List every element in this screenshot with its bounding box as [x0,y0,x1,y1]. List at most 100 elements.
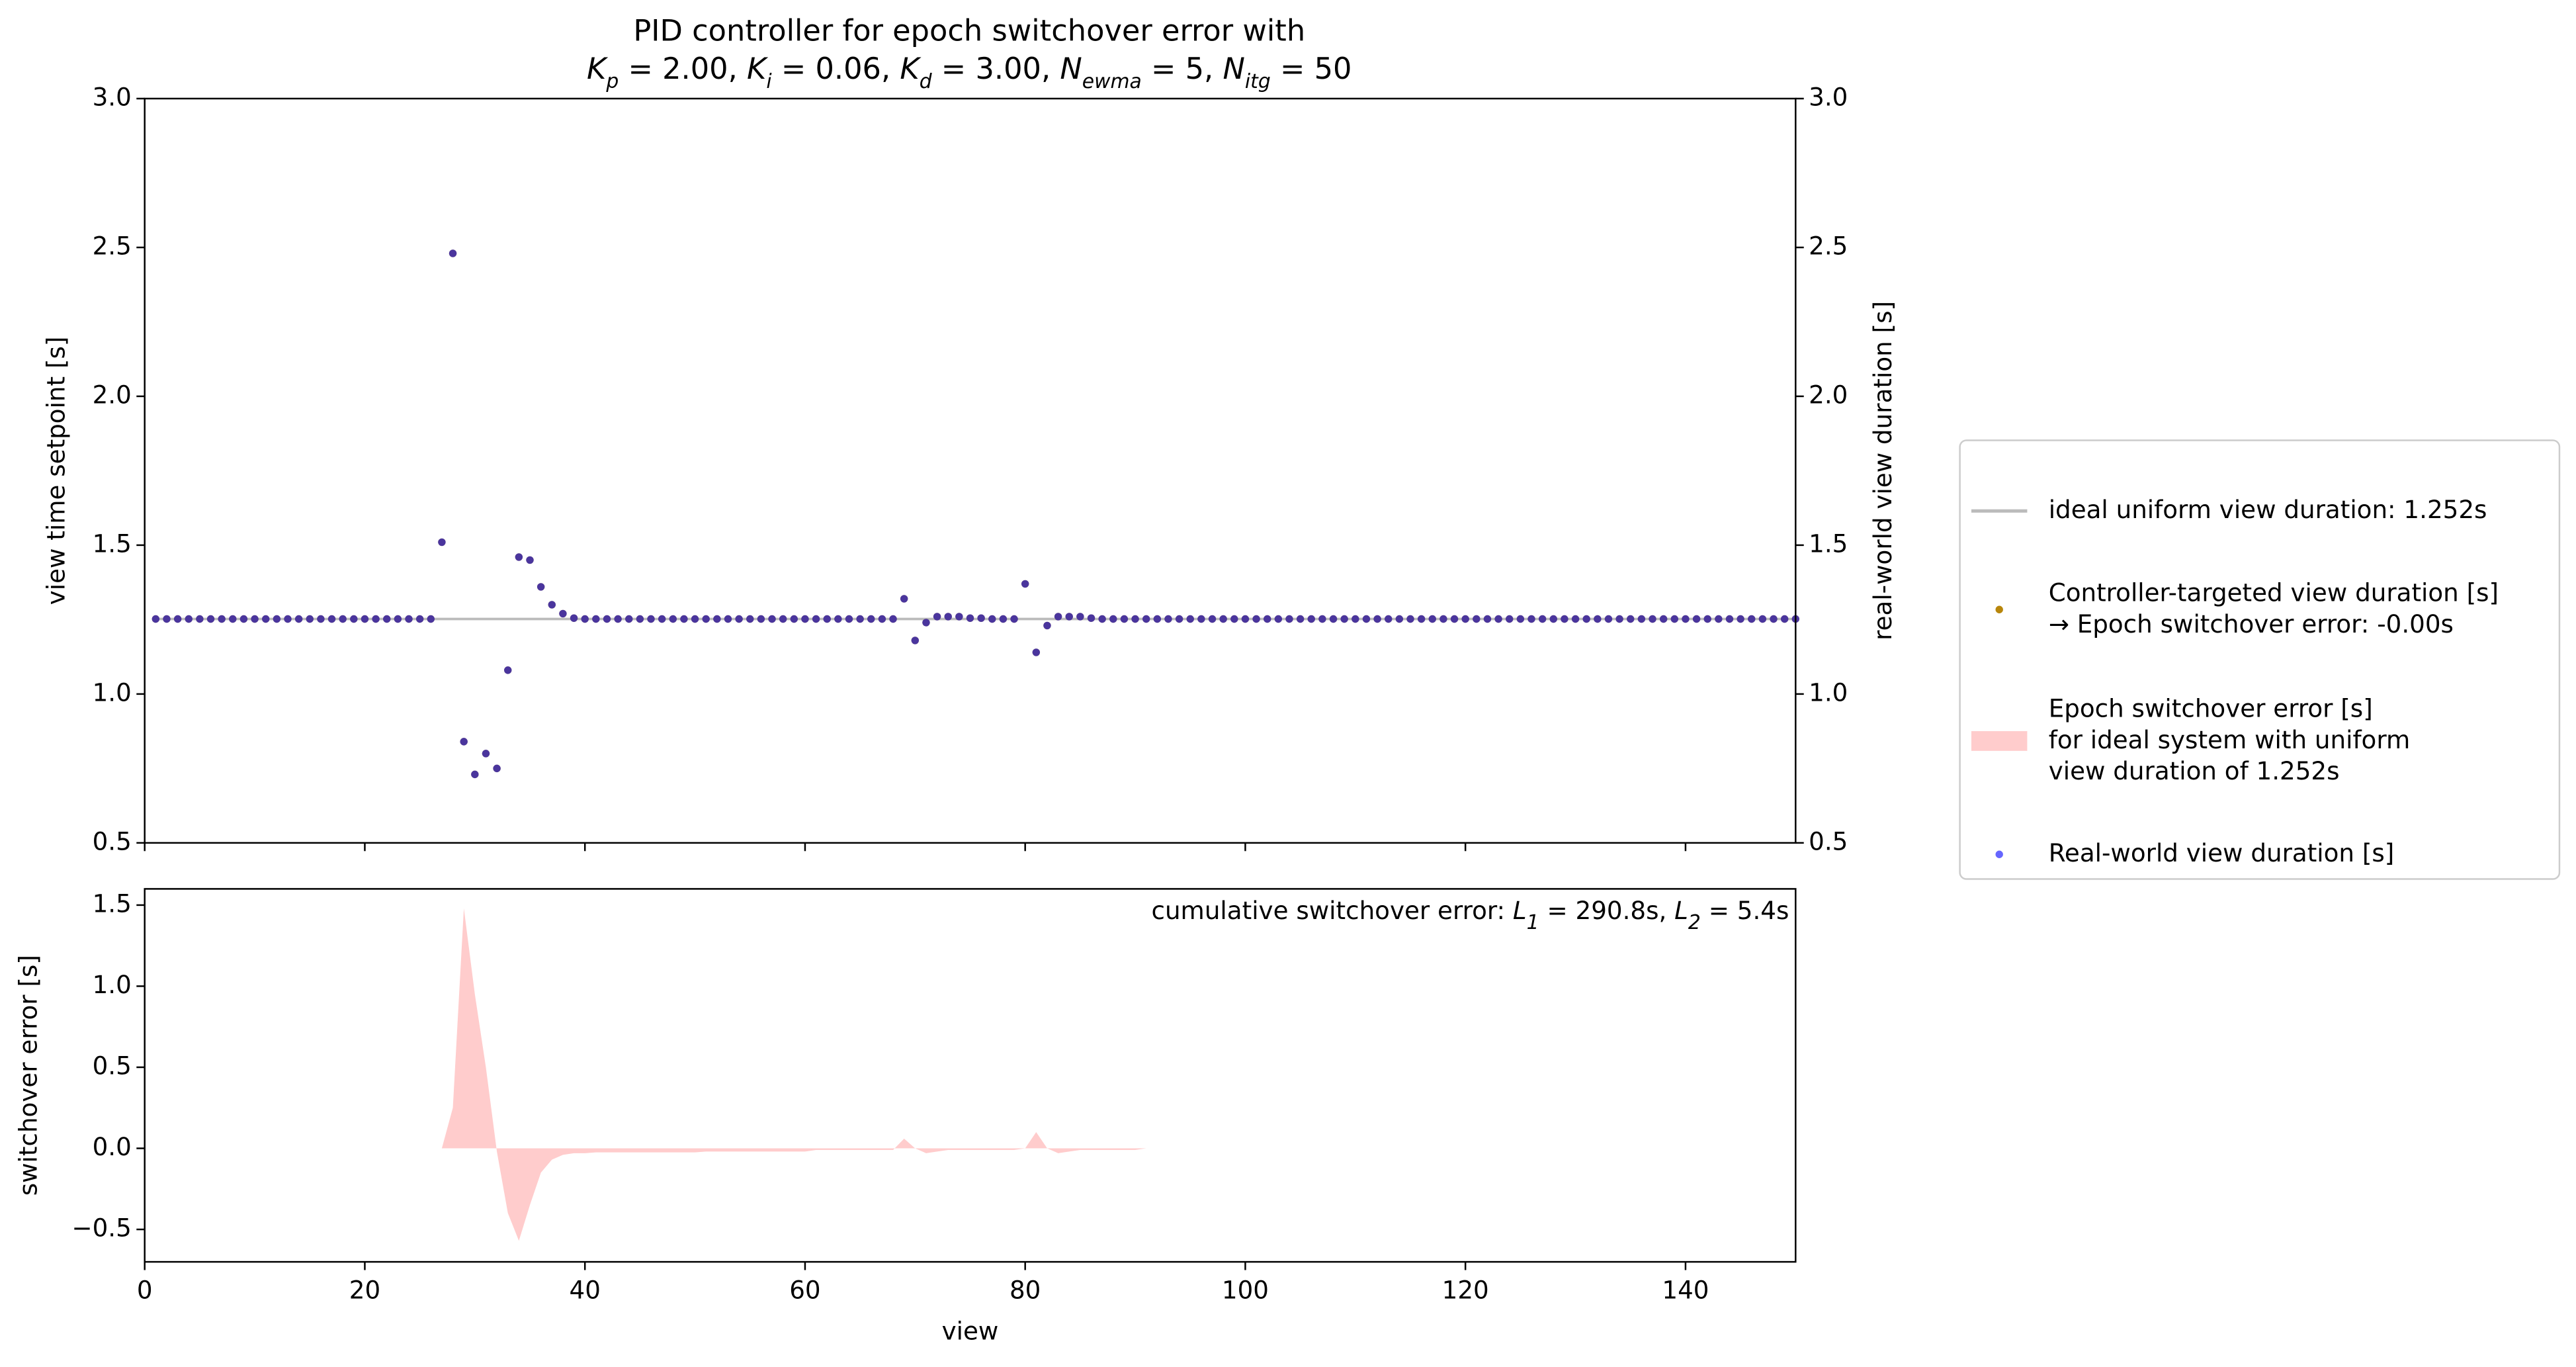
data-point [1373,615,1381,623]
data-point [482,750,490,758]
data-point [317,615,325,623]
data-point [1703,615,1711,623]
data-point [1715,615,1723,623]
y-axis-label: view time setpoint [s] [42,337,71,605]
x-tick-label: 20 [349,1275,380,1304]
data-point [1758,615,1767,623]
data-point [383,615,391,623]
x-axis-label: view [942,1316,999,1345]
data-point [526,556,534,564]
data-point [1153,615,1162,623]
data-point [1010,615,1018,623]
data-point [1109,615,1117,623]
data-point [1582,615,1590,623]
data-point [944,613,952,621]
x-tick-label: 100 [1222,1275,1269,1304]
y-tick-label: 3.0 [1809,82,1848,111]
data-point [460,738,468,746]
data-point [361,615,369,623]
data-point [570,614,578,622]
y-tick-label: 0.5 [93,1051,132,1080]
data-point [845,615,853,623]
x-tick-label: 120 [1442,1275,1489,1304]
data-point [427,615,435,623]
legend-label: Controller-targeted view duration [s] → E… [2049,578,2499,638]
data-point [394,615,402,623]
legend-label: Real-world view duration [s] [2049,838,2395,867]
data-point [350,615,358,623]
data-point [1241,615,1250,623]
data-point [922,619,930,627]
chart-title: PID controller for epoch switchover erro… [633,14,1305,48]
data-point [262,615,270,623]
data-point [1385,615,1393,623]
y-tick-label: 1.0 [93,970,132,999]
data-point [1362,615,1371,623]
x-tick-label: 60 [789,1275,820,1304]
data-point [1615,615,1623,623]
data-point [1274,615,1283,623]
math-text: = 5.4s [1701,896,1789,925]
data-point [1352,615,1359,623]
data-point [1219,615,1227,623]
data-point [625,615,633,623]
data-point [327,615,336,623]
math-symbol: L [1674,896,1688,925]
y-tick-label: 1.5 [93,529,132,558]
data-point [1131,615,1139,623]
data-point [801,615,809,623]
data-point [1340,615,1348,623]
y-tick-label: 1.0 [1809,678,1848,707]
x-tick-label: 140 [1662,1275,1709,1304]
math-subscript: p [605,70,619,93]
data-point [603,615,611,623]
data-point [636,615,644,623]
legend-label: ideal uniform view duration: 1.252s [2049,495,2487,524]
data-point [933,613,941,621]
y-tick-label: 0.0 [93,1132,132,1161]
data-point [614,615,622,623]
data-point [746,615,754,623]
data-point [218,615,226,623]
data-point [1637,615,1646,623]
data-point [1417,615,1426,623]
data-point [856,615,864,623]
math-text: = 3.00, [932,52,1060,86]
math-text: = 50 [1271,52,1352,86]
data-point [229,615,237,623]
data-point [658,615,666,623]
math-text: = 0.06, [772,52,900,86]
data-point [1561,615,1568,623]
y2-axis-label: real-world view duration [s] [1868,301,1897,640]
data-point [1164,615,1172,623]
data-point [251,615,259,623]
data-point [1527,615,1535,623]
plot-frame [144,97,1797,844]
data-point [493,764,501,773]
chart-subtitle: Kp = 2.00, Ki = 0.06, Kd = 3.00, Newma =… [587,52,1352,93]
data-point [1594,615,1602,623]
data-point [273,615,281,623]
data-point [834,615,842,623]
data-point [1186,615,1194,623]
y-tick-label: 1.5 [93,889,132,918]
data-point [1494,615,1502,623]
data-point [669,615,677,623]
data-point [1506,615,1514,623]
data-point [713,615,721,623]
data-point [1604,615,1613,623]
y-tick-label: 2.5 [1809,231,1848,260]
data-point [339,615,347,623]
data-point [173,615,182,623]
x-tick-label: 0 [137,1275,153,1304]
data-point [757,615,765,623]
data-point [1252,615,1260,623]
data-point [1318,615,1326,623]
data-point [779,615,787,623]
math-subscript: d [920,70,933,93]
annotation: cumulative switchover error: L1 = 290.8s… [1151,896,1789,935]
math-text: = 290.8s, [1539,896,1675,925]
data-point [999,615,1008,623]
data-point [1473,615,1481,623]
